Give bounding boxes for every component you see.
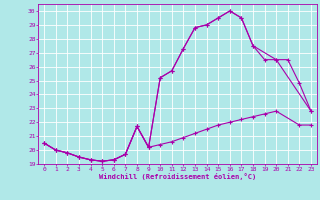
- X-axis label: Windchill (Refroidissement éolien,°C): Windchill (Refroidissement éolien,°C): [99, 173, 256, 180]
